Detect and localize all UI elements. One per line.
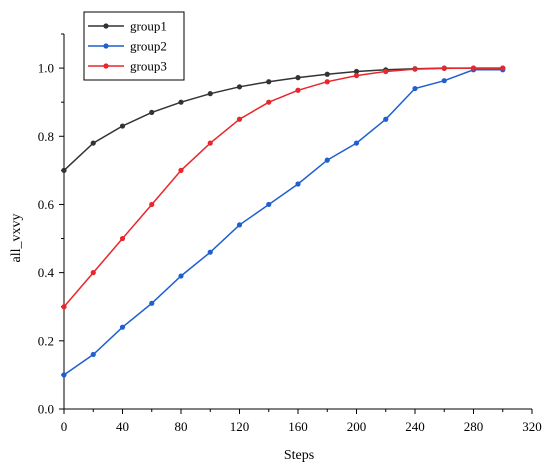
x-axis-title: Steps <box>284 448 314 463</box>
data-point-group2 <box>412 85 418 92</box>
data-point-group2 <box>178 273 184 279</box>
y-tick-label: 0.2 <box>38 333 54 348</box>
data-point-group1 <box>90 140 96 146</box>
data-point-group2 <box>119 324 126 330</box>
x-tick-label: 80 <box>175 419 188 434</box>
data-point-group1 <box>61 167 67 173</box>
data-point-group1 <box>178 99 184 105</box>
data-point-group1 <box>207 91 213 97</box>
legend-label-group1: group1 <box>130 19 167 34</box>
x-tick-label: 240 <box>405 419 425 434</box>
data-point-group2 <box>90 351 96 358</box>
series-group3 <box>61 65 506 310</box>
x-tick-label: 0 <box>61 419 68 434</box>
data-point-group3 <box>295 87 301 93</box>
data-point-group1 <box>295 75 301 81</box>
series-line-group3 <box>63 67 503 308</box>
data-point-group2 <box>441 78 447 84</box>
data-point-group2 <box>353 140 360 146</box>
data-point-group3 <box>207 140 213 146</box>
series-line-group2 <box>63 69 503 376</box>
data-point-group1 <box>236 84 243 90</box>
x-tick-label: 40 <box>116 419 129 434</box>
legend-label-group2: group2 <box>130 39 167 54</box>
data-point-group2 <box>207 249 213 255</box>
legend-item-group3: group3 <box>88 59 167 74</box>
legend-label-group3: group3 <box>130 59 167 74</box>
data-point-group2 <box>383 116 389 122</box>
data-point-group3 <box>383 68 389 75</box>
data-point-group3 <box>149 201 155 208</box>
y-tick-label: 0.8 <box>38 129 54 144</box>
data-point-group2 <box>61 372 67 378</box>
data-point-group3 <box>470 65 477 71</box>
series-layer <box>61 65 506 378</box>
y-tick-label: 0.6 <box>38 197 55 212</box>
data-point-group3 <box>90 270 96 276</box>
legend-marker-group1 <box>103 23 109 29</box>
x-tick-label: 280 <box>464 419 484 434</box>
y-tick-label: 0.4 <box>38 265 55 280</box>
data-point-group2 <box>324 157 330 163</box>
x-tick-label: 200 <box>347 419 367 434</box>
data-point-group3 <box>119 235 126 242</box>
y-tick-label: 0.0 <box>38 402 54 417</box>
data-point-group3 <box>61 304 67 310</box>
x-tick-label: 160 <box>288 419 308 434</box>
data-point-group2 <box>295 181 301 187</box>
data-point-group3 <box>500 65 506 71</box>
data-point-group3 <box>266 99 272 105</box>
legend-marker-group2 <box>103 43 109 49</box>
data-point-group3 <box>353 72 360 79</box>
data-point-group1 <box>119 123 126 129</box>
axes: 0 40 80 120 160 200 240 280 320 0.0 0.2 0.4 0.6 0.8 1.… <box>38 33 542 434</box>
legend: group1 group2 group3 <box>83 11 185 81</box>
data-point-group1 <box>266 79 272 85</box>
data-point-group3 <box>441 65 447 72</box>
data-point-group3 <box>178 167 184 173</box>
series-group2 <box>61 67 506 378</box>
x-tick-label: 120 <box>230 419 250 434</box>
data-point-group3 <box>324 79 330 85</box>
data-point-group2 <box>266 201 272 208</box>
x-tick-label: 320 <box>522 419 542 434</box>
data-point-group3 <box>412 66 418 72</box>
data-point-group3 <box>236 116 243 122</box>
y-tick-label: 1.0 <box>38 61 54 76</box>
data-point-group1 <box>353 68 360 75</box>
legend-marker-group3 <box>103 63 109 69</box>
data-point-group2 <box>236 222 243 228</box>
series-line-group1 <box>63 67 503 171</box>
data-point-group2 <box>149 300 155 306</box>
data-point-group1 <box>324 71 330 77</box>
y-axis-title: all_vxvy <box>9 214 24 263</box>
legend-item-group1: group1 <box>88 19 167 34</box>
legend-item-group2: group2 <box>88 39 167 54</box>
data-point-group1 <box>149 109 155 116</box>
